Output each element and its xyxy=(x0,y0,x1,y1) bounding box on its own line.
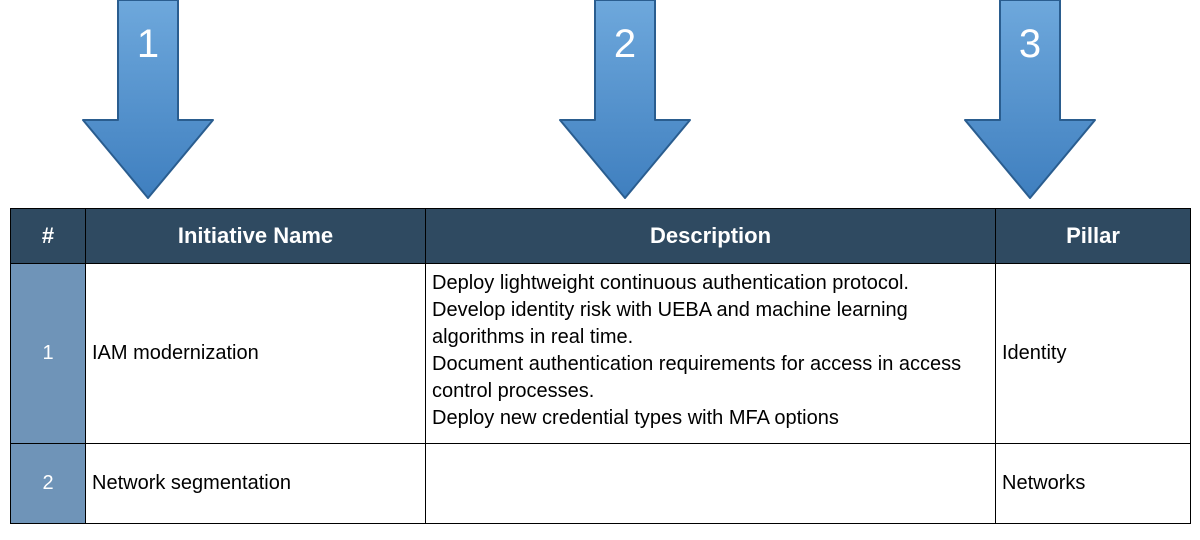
initiative-name: IAM modernization xyxy=(86,264,426,444)
col-header-number: # xyxy=(11,209,86,264)
table-row: 2Network segmentation Networks xyxy=(11,444,1191,524)
down-arrow-icon xyxy=(960,0,1100,200)
arrow-callout-1: 1 xyxy=(78,0,218,200)
initiative-pillar: Identity xyxy=(996,264,1191,444)
down-arrow-icon xyxy=(78,0,218,200)
arrow-callouts: 1 2 3 xyxy=(0,0,1200,200)
table-row: 1IAM modernizationDeploy lightweight con… xyxy=(11,264,1191,444)
col-header-description: Description xyxy=(426,209,996,264)
row-number: 1 xyxy=(11,264,86,444)
arrow-callout-2: 2 xyxy=(555,0,695,200)
down-arrow-icon xyxy=(555,0,695,200)
table-header-row: # Initiative Name Description Pillar xyxy=(11,209,1191,264)
initiative-name: Network segmentation xyxy=(86,444,426,524)
arrow-callout-3: 3 xyxy=(960,0,1100,200)
initiative-pillar: Networks xyxy=(996,444,1191,524)
col-header-pillar: Pillar xyxy=(996,209,1191,264)
initiatives-table-wrap: # Initiative Name Description Pillar 1IA… xyxy=(10,208,1190,524)
initiatives-table: # Initiative Name Description Pillar 1IA… xyxy=(10,208,1191,524)
row-number: 2 xyxy=(11,444,86,524)
initiative-description: Deploy lightweight continuous authentica… xyxy=(426,264,996,444)
col-header-initiative-name: Initiative Name xyxy=(86,209,426,264)
initiative-description xyxy=(426,444,996,524)
